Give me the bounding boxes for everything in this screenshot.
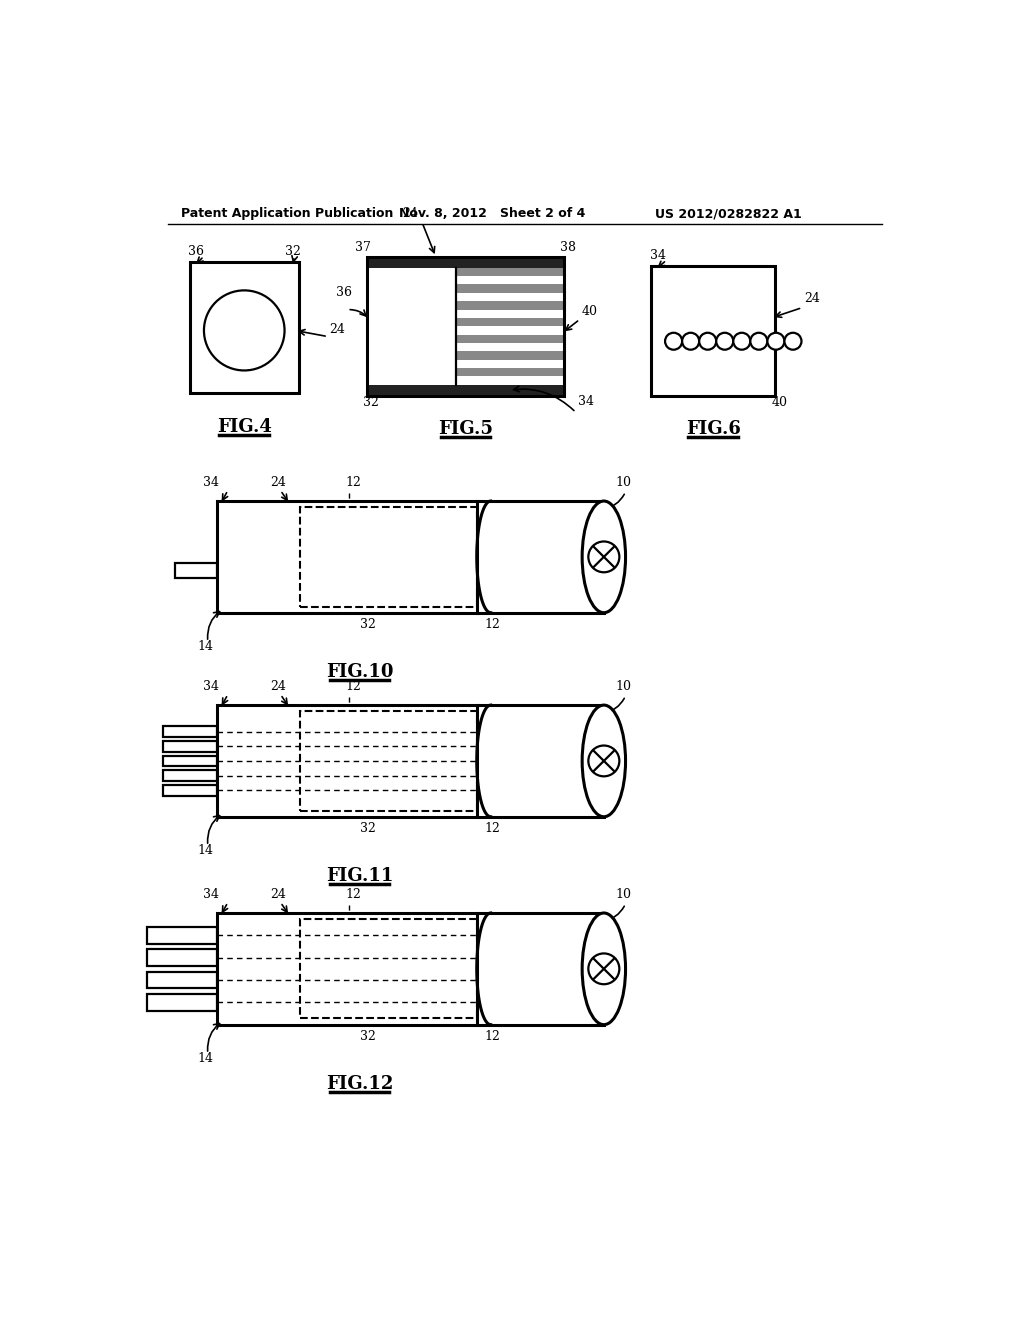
Circle shape [589,746,620,776]
Bar [477,502,604,612]
Circle shape [751,333,767,350]
Ellipse shape [583,705,626,817]
Bar [217,913,477,1024]
Text: 40: 40 [771,396,787,409]
Text: 12: 12 [346,887,361,900]
Bar [456,301,564,309]
Bar [456,335,564,343]
Text: Sheet 2 of 4: Sheet 2 of 4 [500,207,586,220]
Text: 12: 12 [484,618,501,631]
Text: 36: 36 [188,244,205,257]
Bar [163,726,217,737]
Bar [477,705,604,817]
Text: 24: 24 [270,887,287,900]
Bar [477,913,604,1024]
Text: 12: 12 [484,1030,501,1043]
Text: 14: 14 [198,1052,214,1065]
Text: 32: 32 [359,618,376,631]
Bar [456,351,564,360]
Text: 40: 40 [582,305,597,318]
Bar [163,785,217,796]
Text: FIG.5: FIG.5 [438,420,493,438]
Bar [174,562,217,578]
Text: FIG.4: FIG.4 [217,418,271,436]
Text: 32: 32 [359,822,376,836]
Bar [147,972,217,989]
Circle shape [699,333,716,350]
Text: 34: 34 [203,680,219,693]
Bar [367,385,564,396]
Circle shape [665,333,682,350]
Bar [367,268,564,385]
Text: FIG.11: FIG.11 [327,867,393,884]
Text: 34: 34 [203,887,219,900]
Bar [190,263,299,393]
Bar [163,755,217,767]
Text: 32: 32 [362,396,379,409]
Bar [651,267,775,396]
Text: 14: 14 [198,843,214,857]
Circle shape [589,541,620,573]
Text: 32: 32 [359,1030,376,1043]
Text: 24: 24 [805,293,820,305]
Text: 24: 24 [402,207,418,220]
Text: 24: 24 [270,680,287,693]
Text: 34: 34 [579,395,594,408]
Text: FIG.12: FIG.12 [327,1074,393,1093]
Text: 24: 24 [270,475,287,488]
Text: FIG.10: FIG.10 [327,663,393,681]
Circle shape [733,333,751,350]
Text: 12: 12 [346,680,361,693]
Text: 36: 36 [336,285,351,298]
Text: FIG.6: FIG.6 [686,420,740,438]
Bar [456,285,564,293]
Circle shape [682,333,699,350]
Bar [217,705,477,817]
Text: 32: 32 [285,244,300,257]
Text: 10: 10 [615,887,632,900]
Bar [147,994,217,1011]
Text: 14: 14 [198,640,214,652]
Text: 12: 12 [484,822,501,836]
Bar [367,257,564,396]
Bar [300,711,477,810]
Circle shape [716,333,733,350]
Text: 24: 24 [330,322,345,335]
Bar [456,368,564,376]
Bar [456,268,564,276]
Bar [456,318,564,326]
Text: 34: 34 [203,475,219,488]
Text: 37: 37 [355,240,371,253]
Bar [300,507,477,607]
Bar [163,741,217,751]
Circle shape [589,953,620,985]
Text: 10: 10 [615,680,632,693]
Circle shape [204,290,285,371]
Text: 34: 34 [649,248,666,261]
Bar [217,502,477,612]
Text: Nov. 8, 2012: Nov. 8, 2012 [399,207,487,220]
Text: 10: 10 [615,475,632,488]
Circle shape [767,333,784,350]
Text: 12: 12 [346,475,361,488]
Circle shape [784,333,802,350]
Text: 38: 38 [560,240,577,253]
Text: Patent Application Publication: Patent Application Publication [180,207,393,220]
Bar [147,927,217,944]
Bar [300,919,477,1019]
Text: US 2012/0282822 A1: US 2012/0282822 A1 [655,207,802,220]
Ellipse shape [583,913,626,1024]
Bar [163,770,217,781]
Bar [367,257,564,268]
Ellipse shape [583,502,626,612]
Bar [147,949,217,966]
